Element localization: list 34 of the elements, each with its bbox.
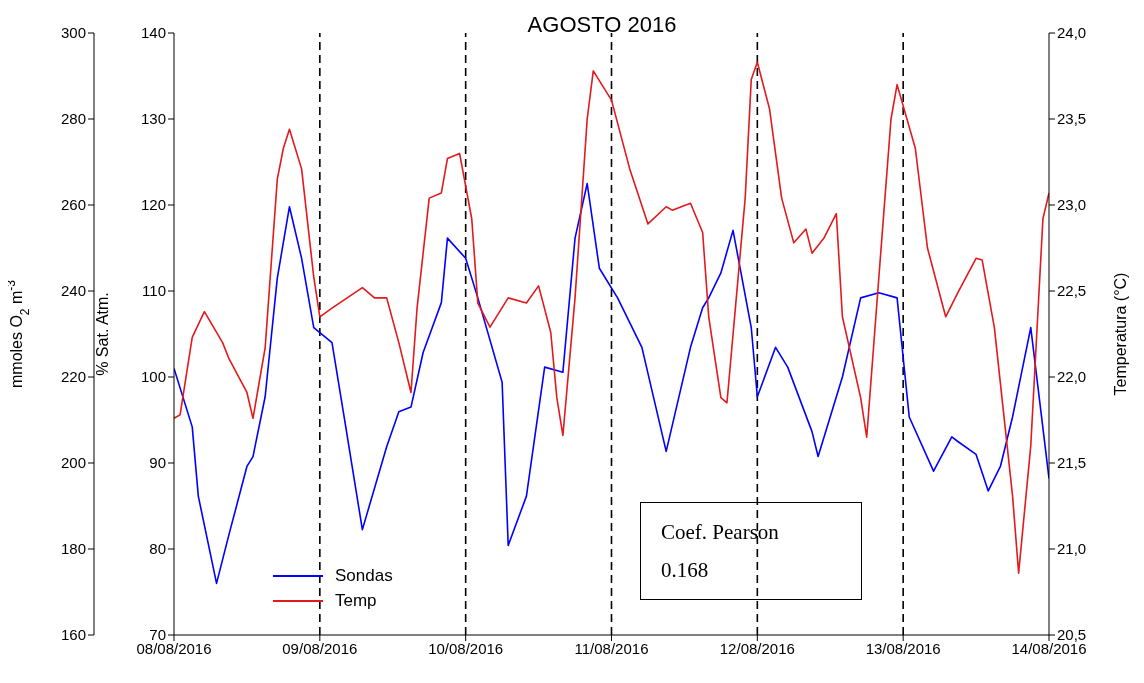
y-tick-label: 80 [149,540,166,558]
y3-tick-label: 220 [60,368,86,386]
y2-tick-label: 24,0 [1057,24,1087,42]
y3-tick-label: 280 [60,110,86,128]
y2-tick-label: 23,0 [1057,196,1087,214]
y3-tick-label: 180 [60,540,86,558]
chart-title: AGOSTO 2016 [527,12,677,37]
y-tick-label: 90 [149,454,166,472]
annotation: Coef. Pearson 0.168 [640,502,862,600]
y3-tick-label: 200 [60,454,86,472]
y3-tick-label: 240 [60,282,86,300]
legend-label: Sondas [335,565,393,587]
y2-axis-title: Temperatura (°C) [1112,272,1129,396]
y2-tick-label: 21,5 [1057,454,1087,472]
line-series [174,182,1049,585]
legend-label: Temp [335,590,377,612]
y-tick-label: 120 [140,196,166,214]
y2-tick-label: 22,0 [1057,368,1087,386]
y-tick-label: 130 [140,110,166,128]
y2-tick-label: 23,5 [1057,110,1087,128]
y2-tick-label: 22,5 [1057,282,1087,300]
x-tick-label: 10/08/2016 [428,639,504,657]
y2-tick-label: 21,0 [1057,540,1087,558]
y3-tick-label: 300 [60,24,86,42]
x-tick-label: 12/08/2016 [719,639,795,657]
x-tick-label: 09/08/2016 [282,639,358,657]
y-tick-label: 100 [140,368,166,386]
y3-tick-label: 160 [60,626,86,644]
x-tick-label: 13/08/2016 [865,639,941,657]
y-tick-label: 140 [140,24,166,42]
y-tick-label: 110 [142,282,166,300]
y3-tick-label: 260 [60,196,86,214]
x-tick-label: 11/08/2016 [574,639,649,657]
y-axis-title: % Sat. Atm. [94,292,111,376]
